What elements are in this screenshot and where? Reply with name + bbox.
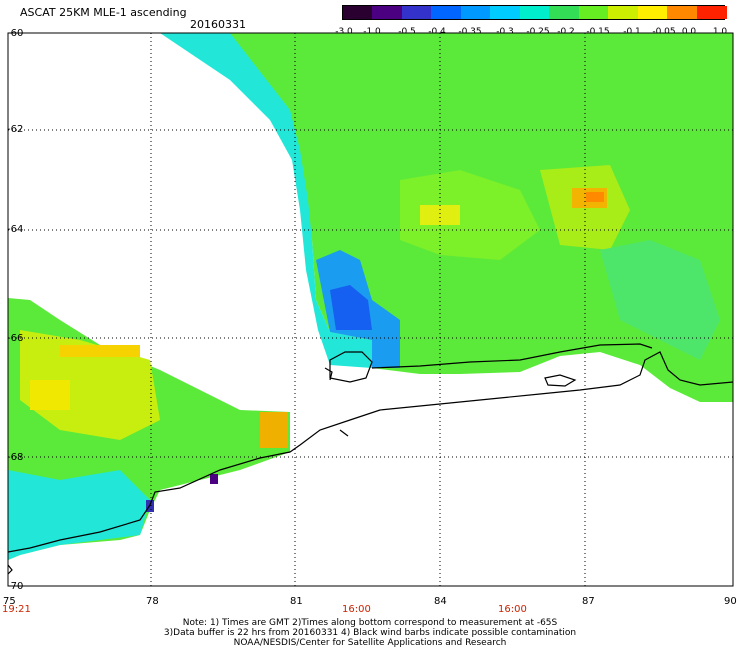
colorbar-tick-label: -3.0 <box>335 27 353 37</box>
swath-region <box>600 240 720 360</box>
lon-label-4: 87 <box>582 596 595 607</box>
coastline-segment <box>7 351 734 553</box>
lat-label-1: -62 <box>7 124 24 135</box>
lat-label-5: -70 <box>7 581 24 592</box>
colorbar-segment <box>372 6 403 19</box>
swath-cell <box>210 474 218 484</box>
coastline-segment <box>329 351 373 383</box>
swath-region <box>20 330 160 440</box>
lon-label-0: 75 <box>3 596 16 607</box>
lat-label-3: -66 <box>7 333 24 344</box>
swath-region <box>8 470 150 560</box>
colorbar-segment <box>637 6 669 19</box>
swath-cell <box>30 380 70 410</box>
colorbar-tick-label: -0.2 <box>557 27 575 37</box>
colorbar-segment <box>578 6 610 19</box>
swath-cell <box>60 345 140 357</box>
swath-region <box>400 170 540 260</box>
lat-label-2: -64 <box>7 224 24 235</box>
header-title: ASCAT 25KM MLE-1 ascending <box>20 6 187 19</box>
footer-note-line1: Note: 1) Times are GMT 2)Times along bot… <box>182 618 558 628</box>
swath-cell <box>420 205 460 225</box>
colorbar-segment <box>490 6 521 19</box>
coastline-segment <box>339 429 349 437</box>
coastline-segment <box>7 564 13 575</box>
colorbar-tick-label: -0.35 <box>458 27 482 37</box>
colorbar-segment <box>519 6 551 19</box>
time-label-0: 19:21 <box>2 604 31 615</box>
colorbar-segment <box>696 6 727 19</box>
time-label-2: 16:00 <box>498 604 527 615</box>
colorbar-segment <box>460 6 492 19</box>
colorbar-tick-label: -0.05 <box>652 27 676 37</box>
colorbar-tick-label: -0.4 <box>428 27 446 37</box>
colorbar-segment <box>549 6 580 19</box>
swath-region <box>160 33 372 368</box>
colorbar-tick-label: -0.15 <box>586 27 610 37</box>
colorbar-tick-label: -0.5 <box>398 27 416 37</box>
coastline-segment <box>324 367 333 381</box>
colorbar-segment <box>343 6 374 19</box>
data-swath <box>8 33 733 560</box>
colorbar-tick-label: -0.25 <box>526 27 550 37</box>
colorbar-segment <box>401 6 433 19</box>
coastline-segment <box>544 374 577 387</box>
colorbar-segment <box>431 6 462 19</box>
time-label-1: 16:00 <box>342 604 371 615</box>
footer-note-line3: NOAA/NESDIS/Center for Satellite Applica… <box>233 638 507 648</box>
header-date: 20160331 <box>190 18 246 31</box>
footer-note-line2: 3)Data buffer is 22 hrs from 20160331 4)… <box>163 628 577 638</box>
colorbar-tick-label: 0.0 <box>681 27 697 37</box>
colorbar-tick-label: -0.3 <box>496 27 514 37</box>
lat-label-0: -60 <box>7 28 24 39</box>
lon-label-2: 81 <box>290 596 303 607</box>
lon-label-5: 90 <box>724 596 737 607</box>
swath-region <box>330 285 372 330</box>
lon-label-3: 84 <box>434 596 447 607</box>
colorbar-segment <box>608 6 639 19</box>
colorbar-segment <box>667 6 698 19</box>
colorbar <box>342 5 727 20</box>
coastline-segment <box>371 343 653 369</box>
swath-cell <box>260 412 288 448</box>
colorbar-tick-label: 1.0 <box>712 27 728 37</box>
swath-cell <box>586 192 604 202</box>
map-frame <box>7 32 734 587</box>
coastline <box>7 343 734 575</box>
colorbar-tick-label: -0.1 <box>623 27 641 37</box>
colorbar-tick-label: -1.0 <box>363 27 381 37</box>
lat-label-4: -68 <box>7 452 24 463</box>
lon-label-1: 78 <box>146 596 159 607</box>
